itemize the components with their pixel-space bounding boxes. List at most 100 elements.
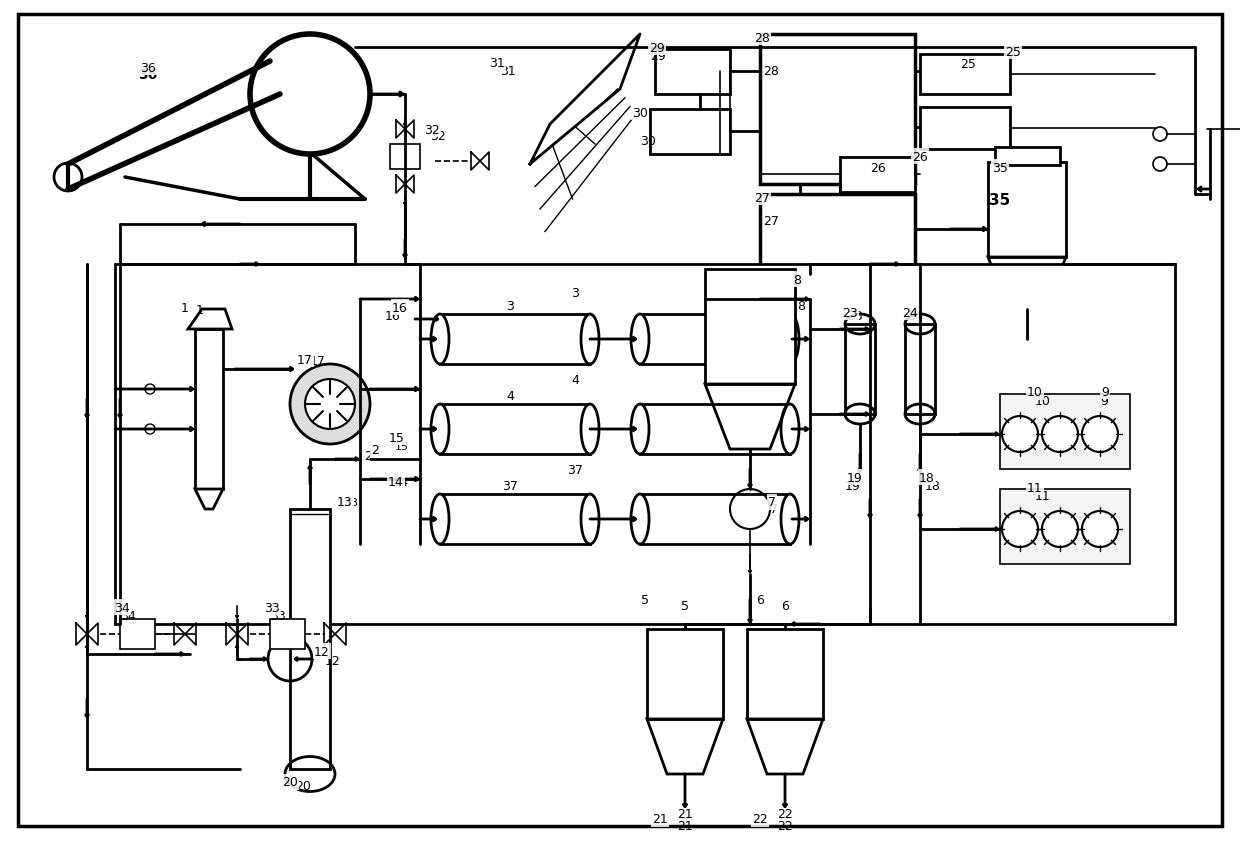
Text: 8: 8: [797, 300, 805, 312]
Circle shape: [1042, 511, 1078, 548]
Text: 22: 22: [777, 819, 792, 832]
Text: 2: 2: [371, 443, 379, 456]
Text: 37: 37: [567, 463, 583, 476]
Text: 35: 35: [990, 192, 1011, 208]
Text: 6: 6: [756, 592, 764, 606]
Ellipse shape: [582, 495, 599, 544]
Bar: [440, 315, 590, 365]
Bar: [844, 325, 875, 414]
Text: 22: 22: [753, 813, 768, 825]
Text: 34: 34: [114, 601, 130, 614]
Text: 29: 29: [650, 50, 666, 63]
Bar: [640, 315, 790, 365]
Ellipse shape: [781, 495, 799, 544]
Bar: [760, 195, 915, 274]
Text: 24: 24: [903, 306, 918, 319]
Text: 32: 32: [424, 123, 440, 137]
Text: 21: 21: [677, 819, 693, 832]
Bar: [920, 108, 1011, 150]
Text: 26: 26: [870, 162, 885, 175]
Text: 36: 36: [139, 68, 157, 82]
Text: 23: 23: [842, 306, 858, 319]
Text: 36: 36: [140, 62, 156, 74]
Text: 7: 7: [768, 496, 776, 509]
Text: 31: 31: [489, 57, 505, 69]
Text: 25: 25: [1006, 46, 1021, 58]
Text: 19: 19: [844, 479, 861, 492]
Ellipse shape: [631, 404, 649, 454]
Text: 15: 15: [389, 431, 405, 444]
Circle shape: [290, 365, 370, 445]
Text: 17: 17: [298, 353, 312, 366]
Text: 19: 19: [847, 471, 863, 484]
Text: 7: 7: [770, 502, 777, 516]
Bar: [440, 404, 590, 454]
Text: 20: 20: [281, 776, 298, 788]
Text: 9: 9: [1100, 394, 1107, 408]
Ellipse shape: [781, 404, 799, 454]
Polygon shape: [195, 490, 223, 510]
Text: 14: 14: [396, 478, 409, 488]
Bar: [120, 619, 155, 649]
Text: 35: 35: [992, 161, 1008, 175]
Bar: [640, 495, 790, 544]
Text: 28: 28: [763, 65, 779, 78]
Bar: [905, 325, 935, 414]
Text: 10: 10: [1027, 386, 1043, 399]
Text: 27: 27: [754, 192, 770, 204]
Text: 12: 12: [325, 654, 341, 668]
Text: 12: 12: [314, 645, 330, 657]
Text: 3: 3: [506, 300, 513, 312]
Text: 14: 14: [388, 475, 404, 488]
Text: 4: 4: [506, 390, 513, 403]
Text: 25: 25: [960, 58, 976, 71]
Text: 33: 33: [270, 609, 285, 622]
Bar: [440, 495, 590, 544]
Text: 9: 9: [1101, 385, 1109, 398]
Bar: [290, 510, 330, 769]
Text: 16: 16: [384, 310, 401, 322]
Text: 13: 13: [345, 497, 360, 507]
Text: 21: 21: [677, 807, 693, 820]
Ellipse shape: [582, 315, 599, 365]
Bar: [655, 50, 730, 95]
Text: 30: 30: [640, 135, 656, 148]
Text: 2: 2: [365, 450, 372, 463]
Bar: [640, 404, 790, 454]
Bar: [650, 110, 730, 154]
Text: 31: 31: [500, 65, 516, 78]
Text: 3: 3: [572, 286, 579, 299]
Text: 27: 27: [763, 214, 779, 228]
Text: 29: 29: [649, 41, 665, 54]
Text: 11: 11: [1035, 490, 1050, 502]
Bar: [1018, 339, 1035, 352]
Bar: [746, 630, 823, 719]
Circle shape: [1042, 416, 1078, 452]
Polygon shape: [188, 310, 232, 330]
Text: 16: 16: [392, 301, 408, 314]
Bar: [195, 330, 223, 490]
Ellipse shape: [432, 404, 449, 454]
Circle shape: [1002, 511, 1038, 548]
Text: 10: 10: [1035, 394, 1050, 408]
Ellipse shape: [631, 315, 649, 365]
Ellipse shape: [432, 495, 449, 544]
Text: 4: 4: [572, 373, 579, 386]
Text: 5: 5: [681, 599, 689, 612]
Ellipse shape: [631, 495, 649, 544]
Text: 5: 5: [641, 592, 649, 606]
Ellipse shape: [582, 404, 599, 454]
Text: 23: 23: [847, 310, 863, 322]
Bar: [391, 145, 420, 170]
Text: 37: 37: [502, 479, 518, 492]
Text: 17: 17: [310, 354, 326, 368]
Text: 15: 15: [396, 441, 409, 452]
Text: 21: 21: [652, 813, 668, 825]
Circle shape: [305, 380, 355, 430]
Bar: [999, 490, 1130, 565]
Text: 30: 30: [632, 106, 649, 119]
Bar: [115, 265, 1176, 625]
Text: 18: 18: [925, 479, 941, 492]
Text: 13: 13: [337, 496, 353, 509]
Circle shape: [1083, 416, 1118, 452]
